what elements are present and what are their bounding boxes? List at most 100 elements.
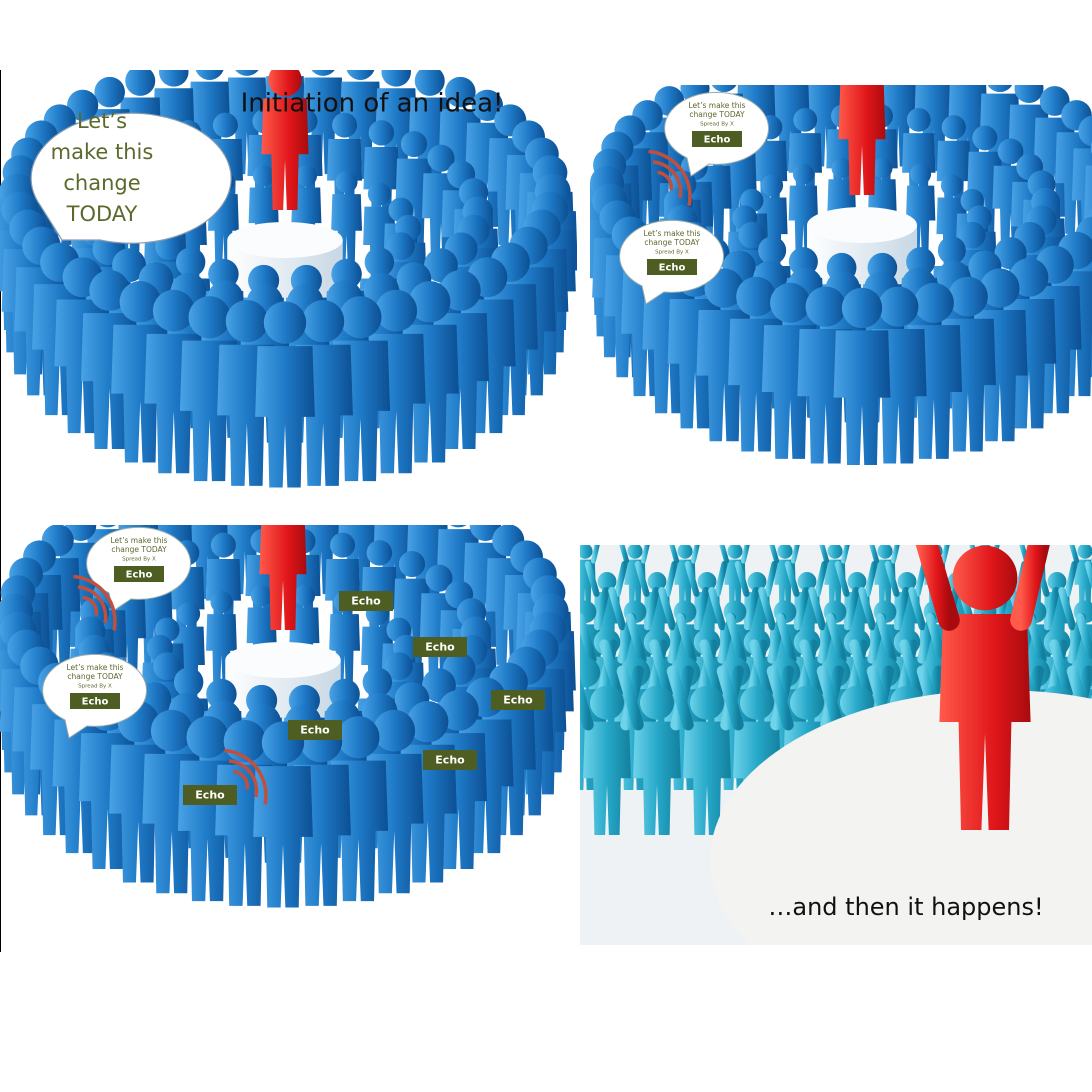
person-body [633,721,681,835]
person-head [1014,85,1044,103]
person-head [761,174,784,197]
person-head [747,572,767,591]
echo-tag-label: Echo [425,641,455,654]
person-head [913,282,954,323]
person-head [123,486,153,516]
person-head [677,545,693,559]
person-head [987,85,1013,93]
person-arm [625,613,647,664]
bubble-byline: Spread By X [700,122,734,128]
person-head [414,70,445,96]
person-arm [1010,545,1050,631]
person-arm [893,587,910,631]
person-head [831,157,852,179]
person-head [311,70,335,76]
person-head [252,165,275,187]
person-body [838,85,886,195]
person-arm [664,560,678,597]
person-arm [699,639,724,698]
echo-button [647,259,697,275]
echo-button-label: Echo [82,697,109,708]
person-head [910,163,932,185]
person-head [1078,115,1092,147]
person-head [727,545,743,559]
person-head [827,545,843,559]
person-head [777,545,793,559]
person-arm [1069,545,1080,564]
person-head [580,545,593,559]
caption: Initiation of an idea! [241,89,504,119]
person-arm [884,560,900,597]
bubble-text: change TODAY [111,545,167,554]
person-head [954,55,982,83]
person-head [689,685,725,720]
person-head [409,281,451,323]
signal-wave [73,574,117,631]
person-body [255,346,315,488]
echo-tag [423,750,477,770]
person-head [937,236,966,265]
person-head [301,300,345,343]
echo-tag-label: Echo [300,724,330,737]
person-arm [869,545,880,564]
person-arm [714,560,728,597]
person-body [261,98,309,210]
person-arm [599,639,624,698]
person-head [972,125,998,151]
person-arm [619,545,630,564]
person-body [583,721,631,835]
person-head [150,709,193,752]
person-head [580,657,601,688]
person-head [188,296,231,339]
person-arm [580,613,597,664]
person-head [841,287,883,329]
person-arm [719,545,730,564]
echo-tag [339,591,393,611]
person-head [266,483,299,516]
person-head [920,49,948,77]
signal-wave [233,769,250,790]
person-head [980,268,1020,308]
bubble-text: Let’s make this [689,101,746,110]
signal-wave [224,748,268,805]
person-arm [816,665,844,731]
person-head [346,70,375,80]
speech-bubble [30,112,232,244]
person-arm [825,613,847,664]
person-body [253,766,313,908]
person-arm [749,639,774,698]
person-head [711,85,737,93]
person-head [1077,545,1092,559]
panel [580,545,1092,945]
person-head [758,236,787,265]
person-head [450,525,467,528]
person-arm [766,665,794,731]
person-head [330,532,356,558]
person-arm [858,587,877,631]
person-head [400,130,428,158]
person-head [770,282,811,323]
person-head [235,70,259,76]
caption: …and then it happens! [768,893,1043,921]
signal-wave [82,595,99,616]
person-head [94,76,125,108]
person-head [332,112,358,138]
person-arm [580,677,594,731]
person-head [152,289,195,332]
person-head [384,652,413,681]
bubble-byline: Spread By X [122,557,156,563]
person-head [175,247,206,277]
person-head [177,602,201,626]
person-head [940,174,963,197]
bubble-text: Let’s [77,109,127,133]
bubble-text: Let’s make this [644,229,701,238]
person-head [627,545,643,559]
person-head [386,232,415,261]
echo-button [70,693,120,709]
person-head [789,685,825,720]
echo-tag [288,720,342,740]
person-arm [790,545,800,564]
person-arm [708,587,727,631]
person-head [792,163,814,185]
person-body [939,614,1031,830]
